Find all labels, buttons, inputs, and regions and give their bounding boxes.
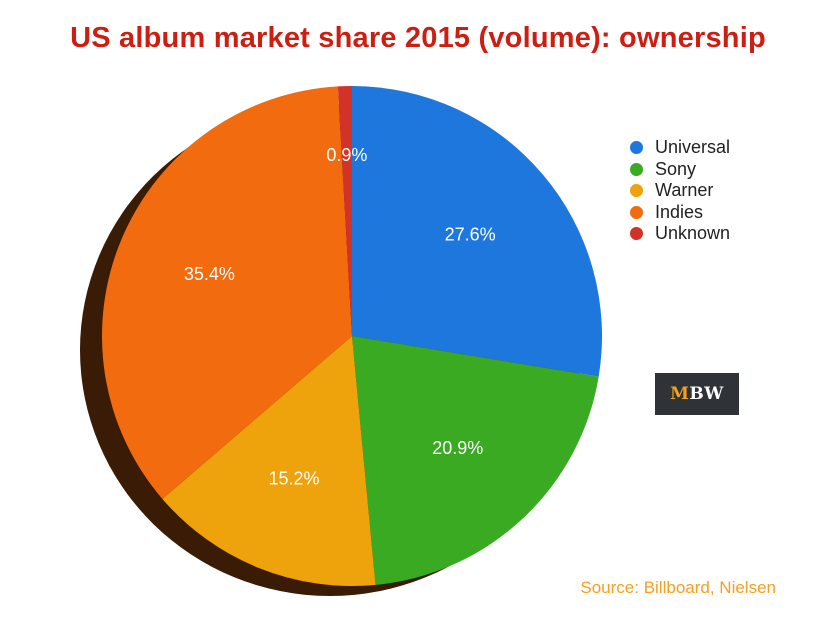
legend-swatch xyxy=(630,227,643,241)
legend-item-sony: Sony xyxy=(630,159,730,181)
legend-label: Indies xyxy=(655,201,704,222)
slice-value-label: 15.2% xyxy=(269,469,320,489)
legend-item-warner: Warner xyxy=(630,180,730,202)
legend-label: Unknown xyxy=(655,223,731,244)
slice-value-label: 27.6% xyxy=(445,224,496,244)
mbw-logo: M BW xyxy=(655,373,739,415)
legend-label: Universal xyxy=(655,137,731,158)
pie-slice-unknown xyxy=(337,86,352,336)
legend-swatch xyxy=(630,162,643,176)
logo-text: BW xyxy=(689,384,724,404)
logo-accent-text: M xyxy=(670,384,690,404)
legend-label: Warner xyxy=(655,180,714,201)
legend-item-universal: Universal xyxy=(630,137,730,159)
slice-value-label: 0.9% xyxy=(326,145,367,165)
source-note: Source: Billboard, Nielsen xyxy=(580,578,776,597)
legend-swatch xyxy=(630,184,643,198)
legend-swatch xyxy=(630,141,643,155)
legend-label: Sony xyxy=(655,158,697,179)
pie-slice-indies xyxy=(102,86,352,499)
legend-item-unknown: Unknown xyxy=(630,223,730,245)
legend-swatch xyxy=(630,205,643,219)
legend-item-indies: Indies xyxy=(630,202,730,224)
slice-value-label: 35.4% xyxy=(184,264,235,284)
chart-title: US album market share 2015 (volume): own… xyxy=(70,22,766,54)
pie-slice-warner xyxy=(162,336,376,586)
pie-slice-sony xyxy=(352,336,599,585)
legend: Universal Sony Warner Indies Unknown xyxy=(630,137,730,245)
slice-value-label: 20.9% xyxy=(432,438,483,458)
pie-slice-universal xyxy=(352,86,603,377)
